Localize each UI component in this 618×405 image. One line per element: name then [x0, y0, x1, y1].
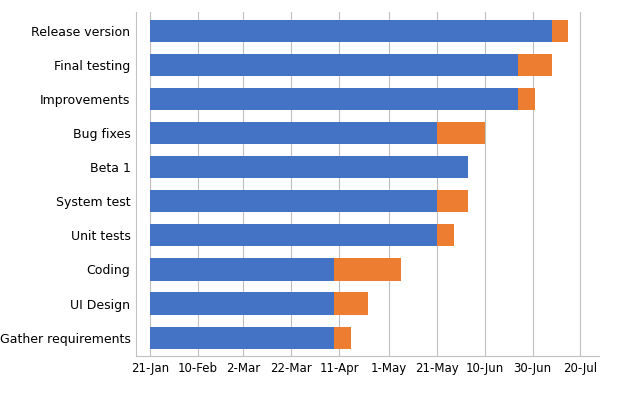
Bar: [150, 258, 334, 281]
Bar: [552, 20, 569, 42]
Bar: [150, 20, 552, 42]
Bar: [150, 224, 437, 247]
Bar: [334, 292, 368, 315]
Bar: [519, 54, 552, 76]
Bar: [150, 54, 519, 76]
Bar: [150, 190, 437, 212]
Bar: [150, 156, 468, 178]
Bar: [150, 326, 334, 349]
Bar: [334, 326, 351, 349]
Bar: [437, 190, 468, 212]
Bar: [150, 88, 519, 110]
Bar: [437, 122, 485, 144]
Bar: [519, 88, 535, 110]
Bar: [437, 224, 454, 247]
Bar: [150, 122, 437, 144]
Bar: [334, 258, 401, 281]
Bar: [150, 292, 334, 315]
